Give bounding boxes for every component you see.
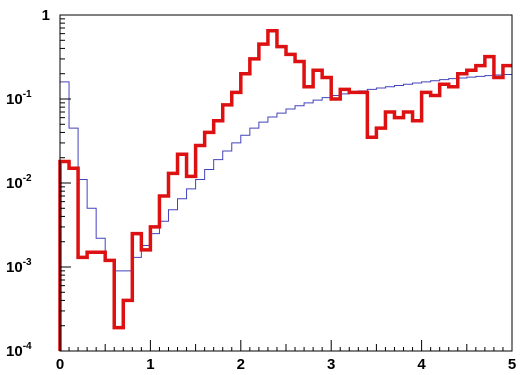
y-tick-label: 1: [42, 7, 50, 24]
y-tick-label: 10-3: [6, 257, 32, 276]
axis-ticks: [59, 14, 513, 352]
y-tick-label-exponent: -2: [23, 173, 32, 184]
series-layer: [58, 28, 512, 351]
y-tick-label: 10-2: [6, 173, 32, 192]
x-tick-label: 5: [508, 356, 516, 373]
y-tick-label-base: 10: [6, 343, 23, 360]
series-line-2: [59, 73, 512, 351]
y-tick-label-exponent: -4: [23, 341, 32, 352]
x-tick-label: 2: [237, 356, 245, 373]
x-tick-label: 0: [56, 356, 64, 373]
x-tick-label: 1: [146, 356, 154, 373]
x-tick-label: 3: [327, 356, 335, 373]
y-tick-label-base: 10: [6, 91, 23, 108]
y-tick-label-base: 10: [6, 259, 23, 276]
y-tick-label: 10-4: [6, 341, 32, 360]
y-tick-label: 10-1: [6, 89, 32, 108]
y-tick-label-exponent: -3: [23, 257, 32, 268]
y-tick-label-base: 10: [6, 175, 23, 192]
x-tick-label: 4: [417, 356, 426, 373]
y-tick-label-base: 1: [42, 7, 50, 24]
series-line-1: [58, 28, 512, 351]
y-tick-label-exponent: -1: [23, 89, 32, 100]
